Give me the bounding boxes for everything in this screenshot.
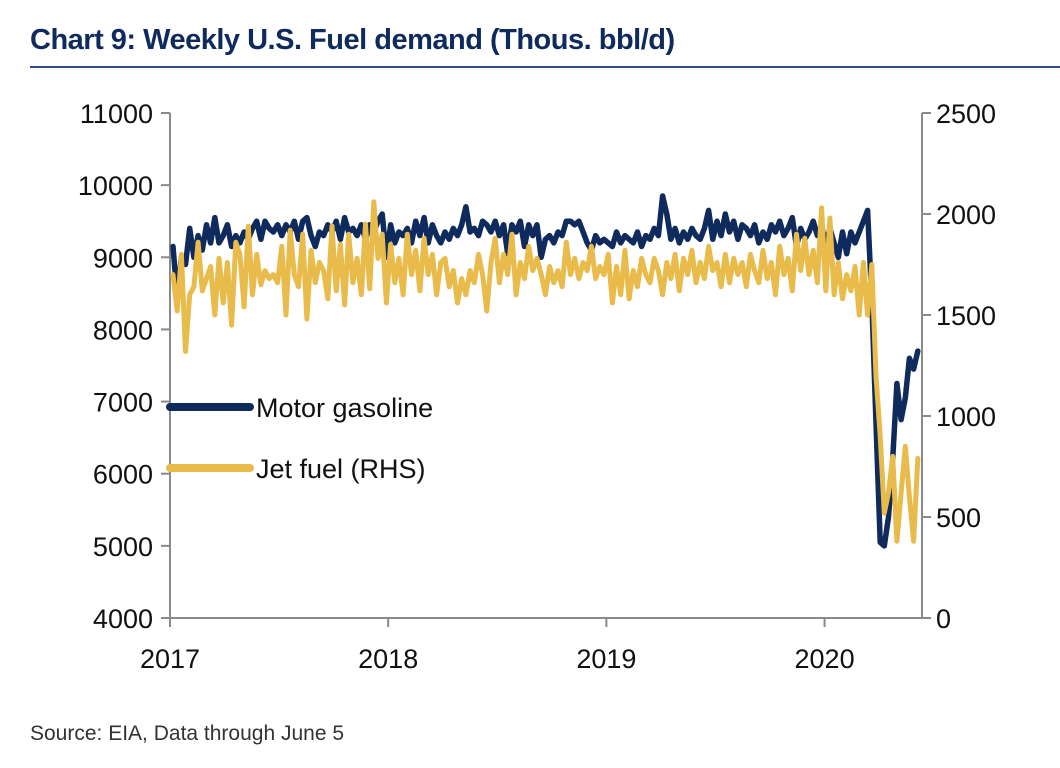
- series-line-jet-fuel: [170, 199, 921, 544]
- y-left-tick-label: 7000: [93, 388, 153, 418]
- axes: 1100010000900080007000600050004000250020…: [78, 99, 996, 674]
- series-line-motor-gasoline: [170, 193, 921, 549]
- y-right-tick-label: 2000: [936, 200, 996, 230]
- y-right-tick-label: 1500: [936, 301, 996, 331]
- y-right-tick-label: 0: [936, 604, 951, 634]
- y-left-tick-label: 9000: [93, 243, 153, 273]
- y-left-tick-label: 5000: [93, 532, 153, 562]
- x-tick-label: 2019: [576, 644, 636, 674]
- x-tick-label: 2017: [140, 644, 200, 674]
- x-tick-label: 2020: [795, 644, 855, 674]
- title-divider: [30, 66, 1060, 68]
- y-left-tick-label: 11000: [80, 99, 153, 129]
- y-left-tick-label: 10000: [78, 171, 153, 201]
- y-left-tick-label: 4000: [93, 604, 153, 634]
- legend-label-gasoline: Motor gasoline: [256, 393, 433, 423]
- y-right-tick-label: 2500: [936, 99, 996, 129]
- y-right-tick-label: 1000: [936, 402, 996, 432]
- y-left-tick-label: 6000: [93, 460, 153, 490]
- source-note: Source: EIA, Data through June 5: [30, 722, 345, 745]
- legend: Motor gasoline Jet fuel (RHS): [166, 393, 433, 484]
- y-right-tick-label: 500: [936, 503, 981, 533]
- series-layer: [170, 193, 921, 549]
- x-tick-label: 2018: [358, 644, 418, 674]
- legend-label-jet: Jet fuel (RHS): [256, 454, 426, 484]
- chart-title: Chart 9: Weekly U.S. Fuel demand (Thous.…: [30, 24, 675, 56]
- y-left-tick-label: 8000: [93, 315, 153, 345]
